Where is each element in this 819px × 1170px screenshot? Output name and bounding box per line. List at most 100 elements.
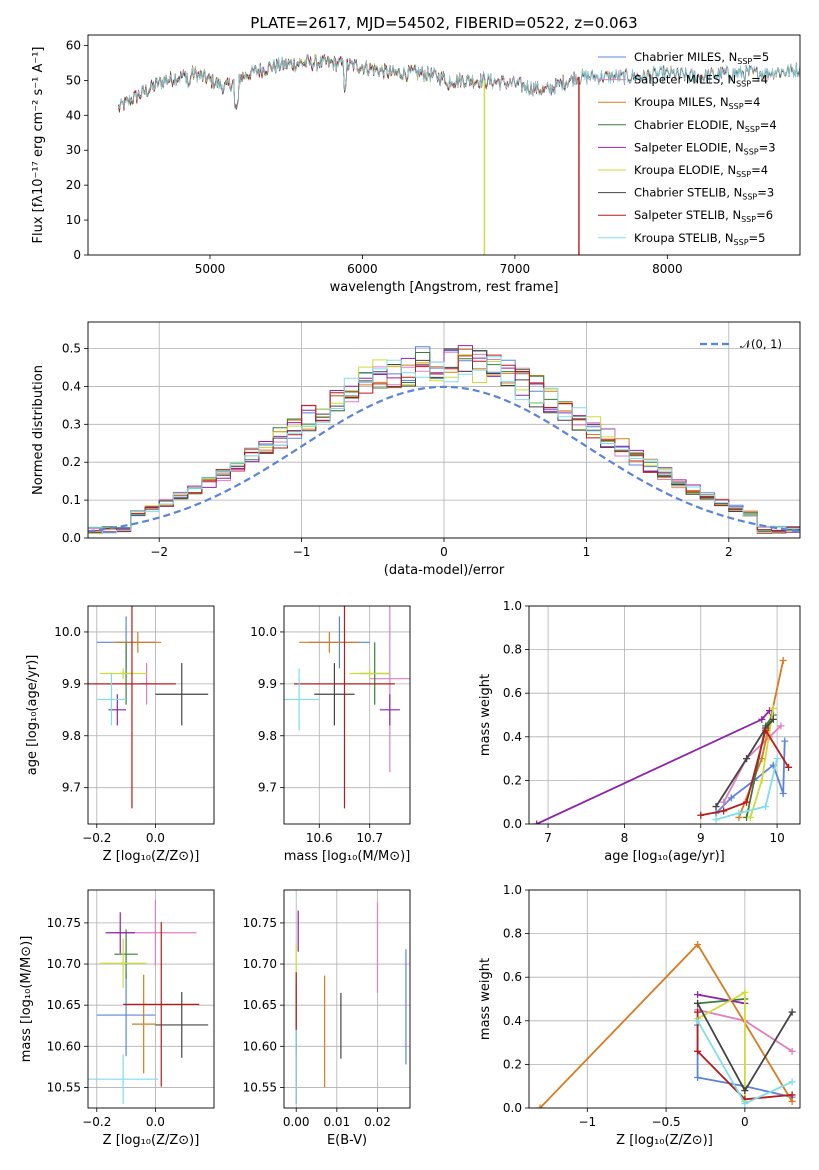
legend-entry: Kroupa ELODIE, NSSP=4 <box>634 163 768 179</box>
errorbar-point <box>88 1054 159 1104</box>
legend-entry: Kroupa MILES, NSSP=4 <box>634 95 760 111</box>
weight-series-salpeter-stelib <box>697 726 793 819</box>
weight-marker <box>788 1091 796 1099</box>
y-tick-label: 10.65 <box>243 998 277 1012</box>
y-tick-label: 0.1 <box>62 493 81 507</box>
y-tick-label: 0.6 <box>503 970 522 984</box>
weight-marker <box>727 794 735 802</box>
histogram-kroupa-stelib <box>88 356 800 538</box>
errorbar-point <box>299 631 360 653</box>
errorbar-point <box>155 663 209 726</box>
errorbar-point <box>114 929 138 979</box>
weight-marker <box>785 763 793 771</box>
x-tick-label: 0.0 <box>146 831 165 845</box>
errorbar-point <box>99 938 147 988</box>
weight-marker <box>743 798 751 806</box>
legend-entry: Salpeter STELIB, NSSP=6 <box>634 208 773 224</box>
x-tick-label: 0.0 <box>146 1115 165 1129</box>
x-axis-label: E(B-V) <box>327 1133 367 1148</box>
panel-mass-vs-Z: −0.2 0.0 10.55 10.60 10.65 10.70 10.75 Z [log₁₀… <box>19 889 215 1148</box>
weight-marker <box>743 755 751 763</box>
errorbar-point <box>96 673 127 726</box>
weight-marker <box>762 726 770 734</box>
y-tick-label: 10.0 <box>250 625 277 639</box>
axes-frame <box>87 889 215 1109</box>
weight-marker <box>788 1078 796 1086</box>
x-axis-label: Z [log₁₀(Z/Z⊙)] <box>103 1133 200 1148</box>
x-tick-label: 10 <box>769 831 784 845</box>
plot-area <box>88 606 209 809</box>
x-axis-label: mass [log₁₀(M/M⊙)] <box>284 849 411 864</box>
y-tick-label: 10.70 <box>47 957 81 971</box>
weight-marker <box>777 722 785 730</box>
errorbar-point <box>379 694 400 726</box>
weight-marker <box>712 803 720 811</box>
y-tick-label: 9.8 <box>62 729 81 743</box>
y-axis-label: Flux [fλ10⁻¹⁷ erg cm⁻² s⁻¹ A⁻¹] <box>31 47 46 244</box>
y-tick-label: 10 <box>66 213 81 227</box>
weight-series-kroupa-miles <box>536 941 796 1108</box>
y-tick-label: 60 <box>66 38 81 52</box>
weight-marker <box>773 755 781 763</box>
legend-entry: Salpeter ELODIE, NSSP=3 <box>634 140 776 156</box>
axes-frame <box>87 34 801 256</box>
axes-frame <box>283 605 411 825</box>
weight-marker <box>758 776 766 784</box>
y-tick-label: 40 <box>66 108 81 122</box>
y-tick-label: 0.4 <box>503 730 522 744</box>
errorbar-point <box>155 992 209 1058</box>
x-tick-label: 10.7 <box>356 831 383 845</box>
y-tick-label: 30 <box>66 143 81 157</box>
y-tick-label: 10.75 <box>47 916 81 930</box>
y-tick-label: 0.8 <box>503 927 522 941</box>
plot-area <box>118 53 800 255</box>
x-tick-label: −0.2 <box>82 1115 111 1129</box>
weight-marker <box>779 657 787 664</box>
weight-marker <box>741 988 749 996</box>
normal-reference-curve <box>88 385 800 533</box>
panel-residuals: −2 −1 0 1 2 0.0 0.1 0.2 0.3 0.4 0.5 (data-model)/er… <box>31 321 801 578</box>
weight-marker <box>758 715 766 723</box>
errorbar-point <box>123 922 200 1087</box>
legend-entry: 𝒩(0, 1) <box>740 337 782 351</box>
weight-series-chabrier-stelib <box>712 715 777 811</box>
y-tick-label: 0.3 <box>62 417 81 431</box>
weight-line <box>738 660 785 818</box>
weight-marker <box>781 737 789 745</box>
errorbar-point <box>105 912 135 954</box>
y-tick-label: 0.4 <box>503 1014 522 1028</box>
weight-line <box>722 725 782 803</box>
y-tick-label: 9.8 <box>258 729 277 743</box>
weight-marker <box>769 715 777 723</box>
y-tick-label: 50 <box>66 73 81 87</box>
weight-series-kroupa-stelib <box>694 1017 796 1108</box>
panel-spectrum: 5000 6000 7000 8000 0 10 20 30 40 50 60 wavelength … <box>31 34 801 295</box>
weight-marker <box>712 816 720 824</box>
plot-area <box>295 902 407 1104</box>
y-tick-label: 0.0 <box>503 1101 522 1115</box>
y-tick-label: 0.6 <box>503 686 522 700</box>
legend-entry: Chabrier MILES, NSSP=5 <box>634 50 769 66</box>
x-tick-label: 7 <box>544 831 552 845</box>
weight-marker <box>694 1073 702 1081</box>
errorbar-point <box>314 663 355 726</box>
y-tick-label: 0.4 <box>62 379 81 393</box>
weight-series-kroupa-stelib <box>712 755 781 824</box>
weight-marker <box>720 798 728 806</box>
y-tick-label: 10.0 <box>54 625 81 639</box>
x-tick-label: 6000 <box>347 262 378 276</box>
errorbar-point <box>349 668 390 679</box>
x-tick-label: 0 <box>741 1115 749 1129</box>
y-axis-label: mass weight <box>478 674 493 756</box>
legend-entry: Chabrier STELIB, NSSP=3 <box>634 186 774 202</box>
y-tick-label: 10.75 <box>243 916 277 930</box>
y-tick-label: 0 <box>73 248 81 262</box>
x-tick-label: 0.00 <box>283 1115 310 1129</box>
errorbar-point <box>99 668 147 679</box>
weight-marker <box>769 704 777 712</box>
x-axis-label: wavelength [Angstrom, rest frame] <box>330 280 559 295</box>
y-tick-label: 0.5 <box>62 342 81 356</box>
spectrum-line-kroupa-stelib <box>118 54 800 110</box>
axes-frame <box>528 605 801 825</box>
y-tick-label: 9.9 <box>62 677 81 691</box>
